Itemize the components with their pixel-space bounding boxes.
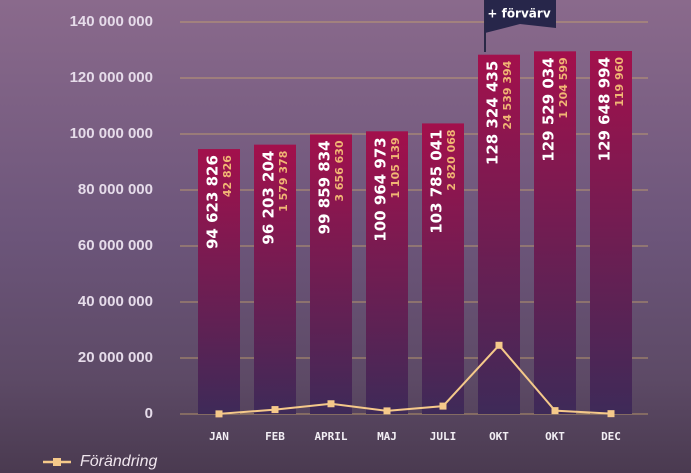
change-marker	[551, 407, 559, 415]
x-tick-label: DEC	[601, 430, 621, 443]
change-marker	[215, 410, 223, 418]
change-marker	[607, 410, 615, 418]
change-value-label: 1 204 599	[557, 57, 570, 118]
change-line	[218, 343, 612, 415]
legend-label: Förändring	[80, 453, 157, 470]
y-tick-label: 80 000 000	[78, 181, 153, 198]
bar-value-label: 103 785 041	[428, 129, 446, 233]
bar	[422, 123, 464, 414]
bar-value-label: 94 623 826	[204, 155, 222, 249]
annotation: + förvärv	[487, 7, 550, 21]
change-marker	[495, 341, 503, 349]
change-value-label: 42 826	[221, 155, 234, 197]
change-marker	[439, 402, 447, 410]
bar	[310, 134, 352, 415]
change-value-label: 3 656 630	[333, 140, 346, 202]
bar	[366, 131, 408, 414]
change-marker	[383, 407, 391, 415]
bar	[590, 50, 632, 414]
change-value-label: 1 579 378	[277, 151, 290, 212]
change-value-label: 24 539 394	[501, 60, 514, 129]
bar	[478, 54, 520, 414]
bar	[534, 51, 576, 415]
annotation-flag: + förvärv	[484, 0, 556, 52]
bar-value-label: 128 324 435	[484, 61, 502, 165]
change-value-label: 2 820 068	[445, 129, 458, 190]
bar	[254, 144, 296, 414]
bar-value-label: 129 529 034	[540, 57, 558, 161]
change-marker	[327, 400, 335, 408]
change-value-label: 119 960	[613, 57, 626, 107]
y-tick-label: 100 000 000	[70, 125, 153, 142]
y-tick-label: 120 000 000	[70, 69, 153, 86]
x-tick-label: OKT	[489, 430, 509, 443]
change-value-label: 1 105 139	[389, 137, 402, 198]
bar-value-label: 100 964 973	[372, 137, 390, 241]
bar-value-label: 99 859 834	[316, 140, 334, 234]
x-tick-label: APRIL	[314, 430, 347, 443]
x-tick-label: JAN	[209, 430, 229, 443]
x-tick-label: JULI	[430, 430, 457, 443]
y-tick-label: 0	[145, 405, 153, 422]
y-tick-label: 20 000 000	[78, 349, 153, 366]
x-tick-label: FEB	[265, 430, 285, 443]
bar-value-label: 129 648 994	[596, 57, 614, 161]
change-marker	[271, 406, 279, 414]
bar-value-label: 96 203 204	[260, 151, 278, 245]
legend-marker	[53, 458, 61, 466]
y-tick-label: 40 000 000	[78, 293, 153, 310]
x-tick-label: MAJ	[377, 430, 397, 443]
y-tick-label: 140 000 000	[70, 13, 153, 30]
bar	[198, 149, 240, 414]
x-tick-label: OKT	[545, 430, 565, 443]
y-tick-label: 60 000 000	[78, 237, 153, 254]
